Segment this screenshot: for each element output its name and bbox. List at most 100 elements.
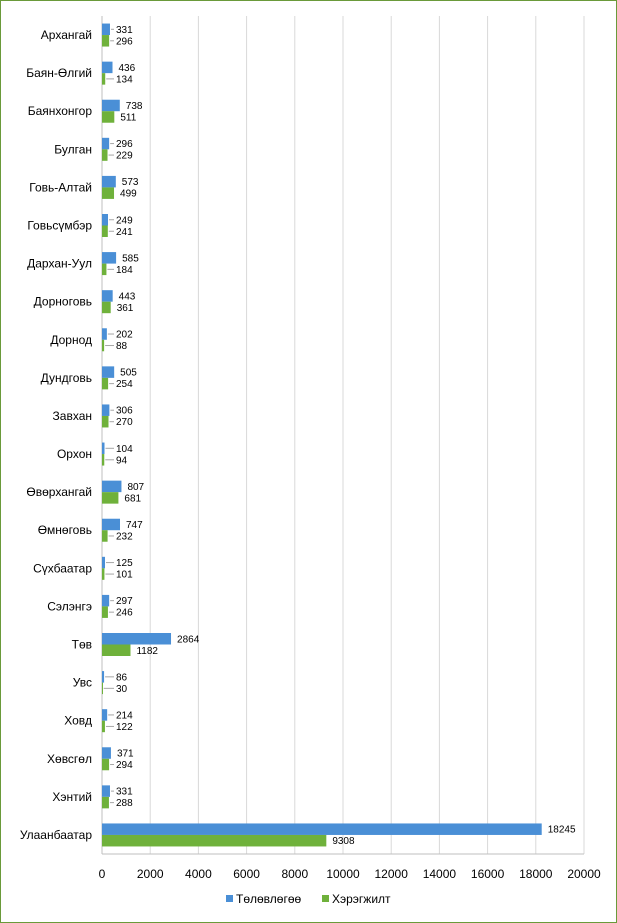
data-label: 2864: [177, 634, 200, 645]
data-label: 371: [117, 749, 134, 760]
bar-plan: [102, 99, 120, 112]
bar-plan: [102, 61, 113, 74]
data-label: 681: [124, 493, 141, 504]
bar-plan: [102, 366, 115, 378]
bar-plan: [102, 480, 122, 493]
bar-actual: [102, 834, 327, 847]
x-tick-label: 8000: [281, 867, 308, 881]
data-label: 436: [119, 63, 136, 74]
legend-swatch: [226, 895, 233, 902]
bar-plan: [102, 290, 113, 302]
category-label: Хэнтий: [52, 790, 92, 804]
data-label: 125: [116, 558, 133, 569]
bar-actual: [102, 225, 108, 237]
data-label: 443: [119, 291, 136, 302]
category-label: Дорноговь: [34, 295, 92, 309]
category-label: Архангай: [41, 28, 92, 42]
bar-actual: [102, 187, 115, 199]
category-label: Дархан-Уул: [27, 257, 92, 271]
data-label: 807: [127, 482, 144, 493]
x-tick-label: 6000: [233, 867, 260, 881]
data-label: 104: [116, 444, 133, 455]
bar-plan: [102, 175, 116, 188]
data-label: 585: [122, 253, 139, 264]
x-tick-label: 12000: [375, 867, 409, 881]
data-label: 505: [120, 368, 137, 379]
category-label: Ховд: [64, 714, 92, 728]
data-label: 254: [116, 379, 133, 390]
bar-actual: [102, 568, 105, 580]
data-label: 86: [116, 672, 128, 683]
bar-plan: [102, 137, 110, 150]
category-label: Хөвсгөл: [47, 752, 92, 766]
bar-actual: [102, 796, 109, 809]
bar-actual: [102, 492, 119, 504]
bar-plan: [102, 328, 107, 340]
data-label: 101: [116, 570, 133, 581]
x-tick-label: 4000: [185, 867, 212, 881]
data-label: 214: [116, 710, 133, 721]
bar-actual: [102, 339, 105, 352]
bar-plan: [102, 442, 105, 455]
category-label: Баянхонгор: [28, 104, 93, 118]
category-label: Өмнөговь: [38, 523, 92, 537]
category-label: Өвөрхангай: [26, 485, 92, 499]
bar-actual: [102, 720, 105, 733]
category-label: Орхон: [57, 447, 92, 461]
data-label: 202: [116, 330, 133, 341]
category-label: Сэлэнгэ: [47, 599, 92, 613]
data-label: 573: [122, 177, 139, 188]
category-label: Дундговь: [41, 371, 92, 385]
category-label: Увс: [73, 676, 92, 690]
x-tick-label: 18000: [519, 867, 553, 881]
bar-actual: [102, 301, 111, 314]
data-label: 296: [116, 139, 133, 150]
data-label: 306: [116, 406, 133, 417]
data-label: 738: [126, 101, 143, 112]
category-label: Дорнод: [50, 333, 92, 347]
data-label: 361: [117, 303, 134, 314]
bar-plan: [102, 671, 105, 683]
x-tick-label: 10000: [326, 867, 360, 881]
legend-swatch: [322, 895, 329, 902]
data-label: 747: [126, 520, 143, 531]
data-label: 270: [116, 417, 133, 428]
data-label: 288: [116, 798, 133, 809]
data-label: 241: [116, 227, 133, 238]
x-tick-label: 20000: [567, 867, 601, 881]
bar-actual: [102, 263, 107, 276]
bar-actual: [102, 758, 110, 771]
category-label: Төв: [72, 638, 92, 652]
bar-actual: [102, 149, 108, 161]
data-label: 331: [116, 787, 133, 798]
bar-plan: [102, 556, 106, 569]
bar-plan: [102, 747, 111, 759]
category-label: Улаанбаатар: [20, 828, 93, 842]
data-label: 232: [116, 531, 133, 542]
bar-actual: [102, 377, 109, 390]
data-label: 511: [120, 112, 136, 123]
bar-actual: [102, 530, 108, 542]
data-label: 30: [116, 684, 128, 695]
data-label: 249: [116, 215, 133, 226]
legend-label: Төлөвлөгөө: [236, 892, 302, 906]
bar-actual: [102, 415, 109, 428]
data-label: 297: [116, 596, 133, 607]
bar-plan: [102, 518, 121, 531]
bar-plan: [102, 785, 110, 797]
data-label: 184: [116, 265, 133, 276]
data-label: 1182: [136, 646, 158, 657]
x-tick-label: 14000: [423, 867, 457, 881]
bar-actual: [102, 73, 106, 85]
category-label: Баян-Өлгий: [26, 66, 92, 80]
data-label: 88: [116, 341, 128, 352]
bar-plan: [102, 823, 542, 835]
data-label: 331: [116, 25, 133, 36]
data-label: 296: [116, 36, 133, 47]
data-label: 294: [116, 760, 133, 771]
category-label: Говь-Алтай: [29, 180, 92, 194]
category-label: Говьсүмбэр: [27, 219, 92, 233]
category-label: Сүхбаатар: [33, 561, 92, 575]
data-label: 122: [116, 722, 133, 733]
